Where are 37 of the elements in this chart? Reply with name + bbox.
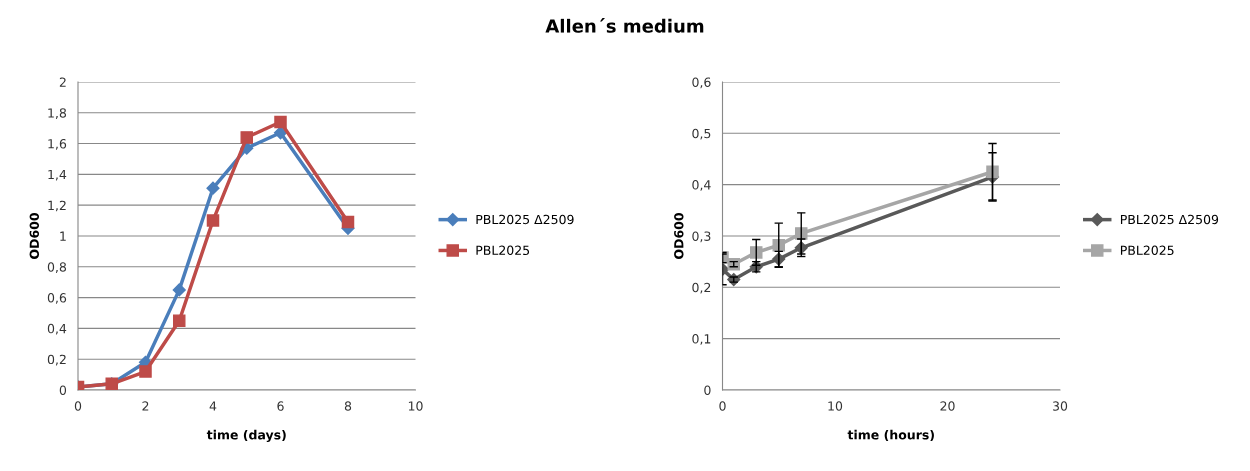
y-tick-label: 1,6 <box>48 139 67 150</box>
y-tick-label: 0,2 <box>47 354 66 366</box>
x-tick-label: 4 <box>209 401 217 411</box>
y-tick-label: 0,4 <box>47 323 67 335</box>
legend-label: PBL2025 <box>1120 245 1174 256</box>
y-tick-label: 1,4 <box>48 170 67 181</box>
x-axis-title: time (days) <box>206 429 286 443</box>
legend-label: PBL2025 <box>476 245 530 256</box>
legend-label: PBL2025 Δ2509 <box>476 214 574 225</box>
y-tick-label: 0,3 <box>692 231 711 243</box>
x-tick-label: 10 <box>408 401 423 411</box>
x-tick-label: 0 <box>719 401 726 411</box>
y-tick-label: 0,8 <box>47 262 67 273</box>
y-tick-label: 0,2 <box>692 282 711 294</box>
legend-label: PBL2025 Δ2509 <box>1120 214 1219 225</box>
x-tick-label: 0 <box>74 401 82 411</box>
y-tick-label: 0 <box>704 385 711 395</box>
y-tick-label: 0,6 <box>47 293 67 304</box>
y-axis-title: OD600 <box>29 213 40 259</box>
y-tick-label: 1 <box>60 231 66 241</box>
x-tick-label: 30 <box>1053 401 1068 411</box>
x-tick-label: 10 <box>828 401 843 411</box>
x-axis-title: time (hours) <box>847 429 934 442</box>
y-tick-label: 2 <box>59 77 66 87</box>
x-tick-label: 2 <box>142 401 149 411</box>
x-tick-label: 20 <box>940 401 955 411</box>
y-tick-label: 0,1 <box>692 334 711 345</box>
chart-title: Allen´s medium <box>545 18 704 33</box>
y-tick-label: 0,4 <box>692 180 711 191</box>
y-axis-title: OD600 <box>674 213 684 259</box>
y-tick-label: 0 <box>59 385 67 395</box>
y-tick-label: 0,5 <box>692 128 711 140</box>
x-tick-label: 8 <box>344 401 352 411</box>
y-tick-label: 1,8 <box>48 108 67 119</box>
x-tick-label: 6 <box>277 401 284 411</box>
y-tick-label: 1,2 <box>48 200 66 212</box>
y-tick-label: 0,6 <box>692 77 711 89</box>
